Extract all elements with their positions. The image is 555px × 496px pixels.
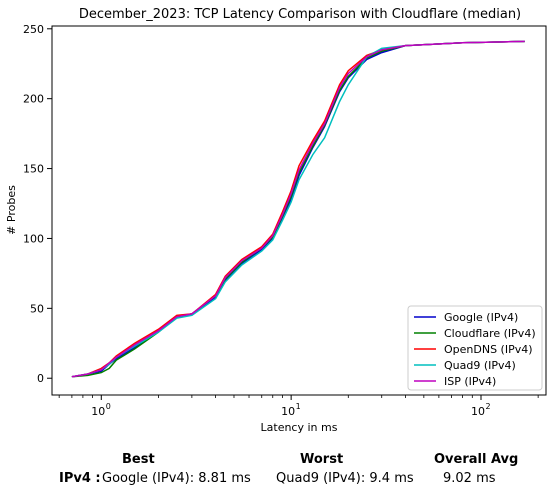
y-tick-label: 50: [30, 302, 44, 315]
plot-frame: [51, 25, 547, 396]
y-tick-label: 0: [37, 372, 44, 385]
x-tick-label: 10: [471, 405, 485, 418]
avg-value: 9.02 ms: [443, 471, 496, 486]
legend-label-0: Google (IPv4): [444, 311, 518, 324]
x-tick-exponent: 1: [296, 402, 301, 411]
series-line-4: [71, 40, 525, 378]
x-tick-label: 10: [91, 405, 105, 418]
y-axis: 0 50 100 150 200 250: [23, 23, 52, 385]
y-tick-label: 100: [23, 232, 44, 245]
x-tick-label: 10: [281, 405, 295, 418]
legend-label-2: OpenDNS (IPv4): [444, 343, 533, 356]
worst-header: Worst: [300, 452, 344, 467]
y-tick-label: 200: [23, 93, 44, 106]
legend-label-1: Cloudflare (IPv4): [444, 327, 536, 340]
y-axis-label: # Probes: [5, 185, 18, 235]
best-value: Google (IPv4): 8.81 ms: [102, 471, 251, 486]
legend-label-4: ISP (IPv4): [444, 375, 496, 388]
x-tick-exponent: 0: [106, 402, 111, 411]
worst-value: Quad9 (IPv4): 9.4 ms: [276, 471, 414, 486]
legend-box: [407, 305, 543, 391]
y-tick-label: 150: [23, 163, 44, 176]
series-layer: [71, 40, 525, 378]
best-header: Best: [122, 452, 155, 467]
legend-label-3: Quad9 (IPv4): [444, 359, 516, 372]
chart-title: December_2023: TCP Latency Comparison wi…: [79, 7, 521, 22]
x-axis: 10 0 10 1 10 2: [58, 395, 539, 418]
row-label: IPv4 :: [59, 471, 101, 486]
latency-chart: December_2023: TCP Latency Comparison wi…: [5, 7, 547, 434]
y-tick-label: 250: [23, 23, 44, 36]
avg-header: Overall Avg: [434, 452, 519, 467]
legend: Google (IPv4) Cloudflare (IPv4) OpenDNS (I…: [407, 305, 543, 391]
series-line-2: [71, 40, 525, 378]
x-axis-label: Latency in ms: [261, 421, 338, 434]
x-tick-exponent: 2: [485, 402, 490, 411]
